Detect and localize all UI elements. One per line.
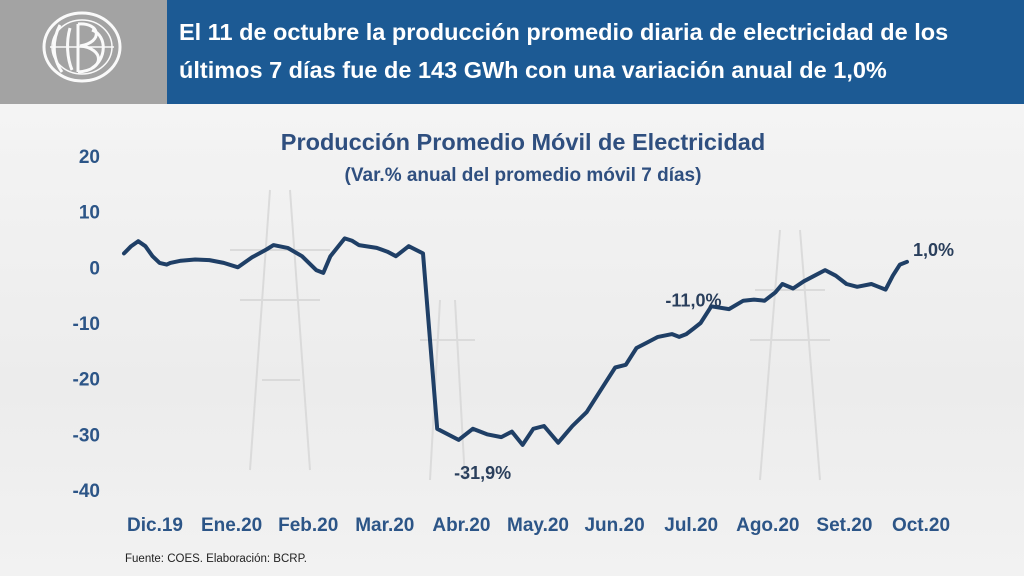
y-tick-label: 20 [79, 147, 100, 168]
x-tick-label: Set.20 [816, 515, 872, 536]
y-tick-label: -40 [73, 481, 100, 502]
chart-subtitle: (Var.% anual del promedio móvil 7 días) [345, 165, 702, 186]
source-note: Fuente: COES. Elaboración: BCRP. [125, 553, 307, 565]
x-tick-label: Jun.20 [584, 515, 644, 536]
y-tick-label: 10 [79, 203, 100, 224]
chart-title: Producción Promedio Móvil de Electricida… [281, 129, 765, 155]
y-tick-label: -20 [73, 370, 100, 391]
x-tick-label: Oct.20 [892, 515, 950, 536]
x-tick-label: Abr.20 [432, 515, 490, 536]
headline-text: El 11 de octubre la producción promedio … [179, 19, 949, 83]
x-tick-label: Feb.20 [278, 515, 338, 536]
headline-panel: El 11 de octubre la producción promedio … [167, 0, 1024, 104]
x-tick-label: Ene.20 [201, 515, 262, 536]
data-label: 1,0% [913, 240, 954, 260]
x-tick-label: Mar.20 [355, 515, 414, 536]
x-tick-label: May.20 [507, 515, 569, 536]
data-label: -31,9% [454, 463, 511, 483]
y-tick-label: 0 [89, 258, 100, 279]
y-tick-label: -30 [73, 425, 100, 446]
chart-background [0, 104, 1024, 576]
header-bar: El 11 de octubre la producción promedio … [0, 0, 1024, 104]
data-label: -11,0% [665, 291, 721, 311]
y-tick-label: -10 [73, 314, 100, 335]
pylon-watermark-icon [230, 189, 830, 481]
bcrp-monogram-icon [42, 11, 122, 83]
x-tick-label: Jul.20 [664, 515, 718, 536]
series-line [122, 236, 909, 447]
logo-panel [0, 0, 167, 104]
x-tick-label: Dic.19 [127, 515, 183, 536]
x-tick-label: Ago.20 [736, 515, 799, 536]
